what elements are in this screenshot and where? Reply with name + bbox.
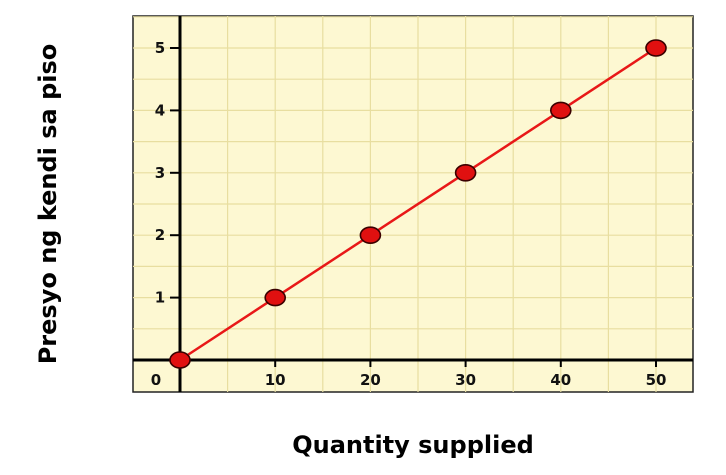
x-tick-label: 10 <box>265 371 286 389</box>
data-point <box>169 351 191 369</box>
y-tick-label: 2 <box>155 226 165 244</box>
series-layer <box>169 39 667 369</box>
x-axis-title: Quantity supplied <box>292 431 534 459</box>
x-tick-label: 30 <box>455 371 476 389</box>
x-tick-label: 40 <box>550 371 571 389</box>
x-tick-label: 20 <box>360 371 381 389</box>
data-point <box>359 226 382 244</box>
x-tick-label: 0 <box>151 371 161 389</box>
data-point <box>549 101 572 120</box>
y-tick-label: 3 <box>155 164 165 182</box>
data-point <box>264 288 287 307</box>
y-axis-title: Presyo ng kendi sa piso <box>34 44 62 365</box>
y-tick-label: 4 <box>155 101 165 119</box>
data-point <box>645 39 667 57</box>
data-point <box>454 164 477 182</box>
x-tick-label: 50 <box>646 371 667 389</box>
axes <box>133 16 693 392</box>
y-tick-label: 5 <box>155 39 165 57</box>
supply-line <box>179 46 657 362</box>
y-tick-label: 1 <box>155 289 165 307</box>
